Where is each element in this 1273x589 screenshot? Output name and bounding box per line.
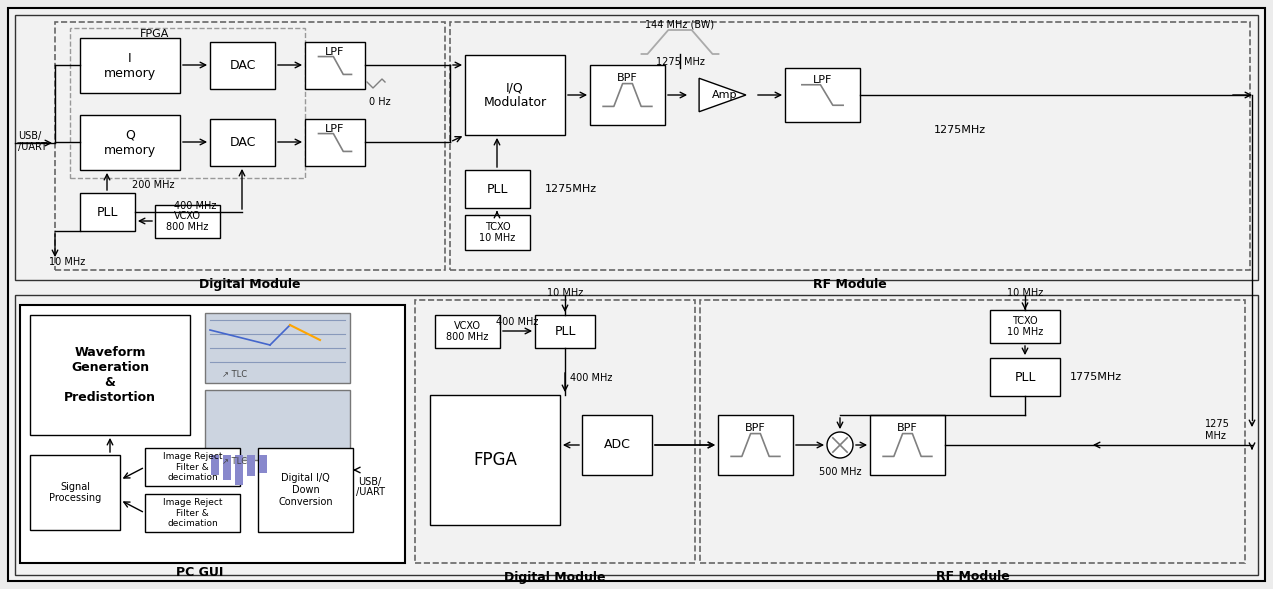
Text: PC GUI: PC GUI xyxy=(177,567,224,580)
Text: 1275
MHz: 1275 MHz xyxy=(1206,419,1230,441)
FancyBboxPatch shape xyxy=(535,315,594,348)
Text: Digital Module: Digital Module xyxy=(504,571,606,584)
FancyBboxPatch shape xyxy=(8,8,1265,581)
Bar xyxy=(236,455,243,485)
Text: ↗ TLC: ↗ TLC xyxy=(222,458,247,466)
Text: Digital I/Q
Down
Conversion: Digital I/Q Down Conversion xyxy=(279,474,332,507)
FancyBboxPatch shape xyxy=(80,115,179,170)
FancyBboxPatch shape xyxy=(210,42,275,89)
FancyBboxPatch shape xyxy=(430,395,560,525)
Text: FPGA: FPGA xyxy=(474,451,517,469)
Text: BPF: BPF xyxy=(617,73,638,83)
Text: I/Q
Modulator: I/Q Modulator xyxy=(484,81,546,109)
Text: I
memory: I memory xyxy=(104,51,157,80)
FancyBboxPatch shape xyxy=(155,205,220,238)
FancyBboxPatch shape xyxy=(145,448,241,486)
Text: Image Reject
Filter &
decimation: Image Reject Filter & decimation xyxy=(163,498,223,528)
Text: RF Module: RF Module xyxy=(813,277,887,290)
Text: 200 MHz: 200 MHz xyxy=(132,180,174,190)
Text: TCXO
10 MHz: TCXO 10 MHz xyxy=(480,221,516,243)
Bar xyxy=(247,455,255,476)
Text: VCXO
800 MHz: VCXO 800 MHz xyxy=(167,211,209,232)
Text: 1775MHz: 1775MHz xyxy=(1071,372,1122,382)
FancyBboxPatch shape xyxy=(145,494,241,532)
Text: TCXO
10 MHz: TCXO 10 MHz xyxy=(1007,316,1043,337)
Text: /UART: /UART xyxy=(355,487,384,497)
Text: 400 MHz: 400 MHz xyxy=(570,373,612,383)
FancyBboxPatch shape xyxy=(990,310,1060,343)
Text: PLL: PLL xyxy=(486,183,508,196)
Text: 1275 MHz: 1275 MHz xyxy=(656,57,704,67)
Text: Q
memory: Q memory xyxy=(104,128,157,157)
Text: 500 MHz: 500 MHz xyxy=(819,467,862,477)
Text: PLL: PLL xyxy=(97,206,118,219)
Text: 1275MHz: 1275MHz xyxy=(934,125,987,135)
FancyBboxPatch shape xyxy=(465,170,530,208)
Text: DAC: DAC xyxy=(229,136,256,149)
FancyBboxPatch shape xyxy=(718,415,793,475)
Text: ↗ TLC: ↗ TLC xyxy=(222,369,247,379)
Bar xyxy=(223,455,230,480)
FancyBboxPatch shape xyxy=(465,215,530,250)
FancyBboxPatch shape xyxy=(465,55,565,135)
Bar xyxy=(211,455,219,475)
FancyBboxPatch shape xyxy=(15,15,1258,280)
FancyBboxPatch shape xyxy=(80,193,135,231)
Text: Signal
Processing: Signal Processing xyxy=(48,482,101,503)
FancyBboxPatch shape xyxy=(785,68,861,122)
Text: VCXO
800 MHz: VCXO 800 MHz xyxy=(447,320,489,342)
Text: RF Module: RF Module xyxy=(936,571,1009,584)
Text: 10 MHz: 10 MHz xyxy=(48,257,85,267)
FancyBboxPatch shape xyxy=(869,415,945,475)
Text: Amp: Amp xyxy=(712,90,737,100)
FancyBboxPatch shape xyxy=(15,295,1258,575)
Polygon shape xyxy=(699,78,746,112)
Text: PLL: PLL xyxy=(554,325,575,338)
FancyBboxPatch shape xyxy=(589,65,665,125)
Text: 10 MHz: 10 MHz xyxy=(1007,288,1043,298)
FancyBboxPatch shape xyxy=(306,42,365,89)
FancyBboxPatch shape xyxy=(20,305,405,563)
Text: Digital Module: Digital Module xyxy=(200,277,300,290)
Text: BPF: BPF xyxy=(897,423,918,433)
FancyBboxPatch shape xyxy=(210,119,275,166)
Text: 0 Hz: 0 Hz xyxy=(369,97,391,107)
Text: 400 MHz: 400 MHz xyxy=(495,317,538,327)
Text: 144 MHz (BW): 144 MHz (BW) xyxy=(645,19,714,29)
FancyBboxPatch shape xyxy=(306,119,365,166)
Text: LPF: LPF xyxy=(326,47,345,57)
Text: PLL: PLL xyxy=(1015,370,1036,383)
Text: ADC: ADC xyxy=(603,438,630,452)
Text: 400 MHz: 400 MHz xyxy=(174,201,216,211)
Bar xyxy=(258,455,267,473)
FancyBboxPatch shape xyxy=(990,358,1060,396)
FancyBboxPatch shape xyxy=(582,415,652,475)
Text: BPF: BPF xyxy=(745,423,766,433)
Text: LPF: LPF xyxy=(326,124,345,134)
Text: Waveform
Generation
&
Predistortion: Waveform Generation & Predistortion xyxy=(64,346,157,404)
FancyBboxPatch shape xyxy=(258,448,353,532)
FancyBboxPatch shape xyxy=(435,315,500,348)
FancyBboxPatch shape xyxy=(31,315,190,435)
FancyBboxPatch shape xyxy=(205,390,350,460)
Text: DAC: DAC xyxy=(229,59,256,72)
FancyBboxPatch shape xyxy=(80,38,179,93)
FancyBboxPatch shape xyxy=(205,313,350,383)
Text: USB/: USB/ xyxy=(359,477,382,487)
Text: 10 MHz: 10 MHz xyxy=(547,288,583,298)
Circle shape xyxy=(827,432,853,458)
Text: Image Reject
Filter &
decimation: Image Reject Filter & decimation xyxy=(163,452,223,482)
Text: LPF: LPF xyxy=(813,75,833,85)
Text: /UART: /UART xyxy=(18,142,47,152)
FancyBboxPatch shape xyxy=(31,455,120,530)
Text: FPGA: FPGA xyxy=(140,29,169,39)
Text: USB/: USB/ xyxy=(18,131,41,141)
Text: 1275MHz: 1275MHz xyxy=(545,184,597,194)
